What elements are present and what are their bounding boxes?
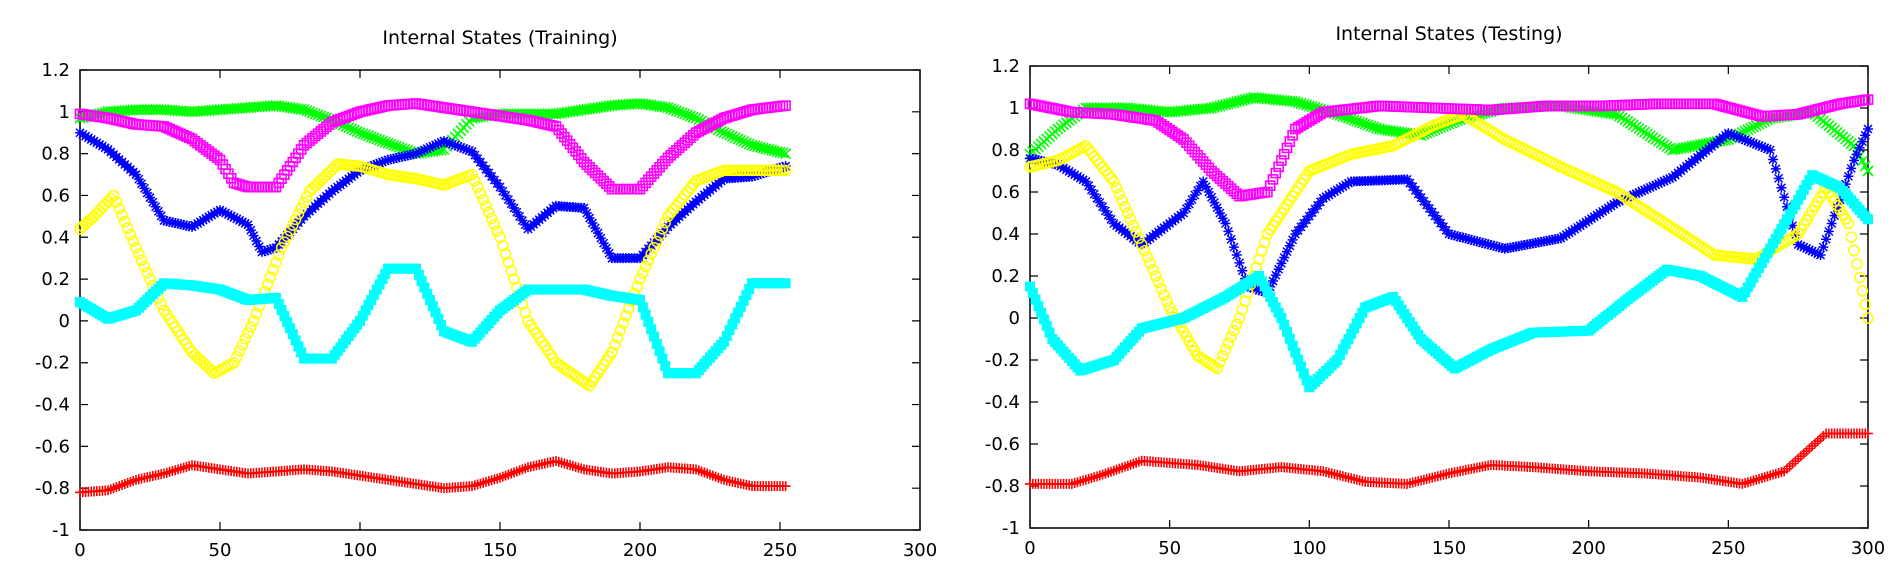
x-tick-label: 0 — [1024, 538, 1035, 559]
y-tick-label: 0 — [59, 311, 70, 332]
series-5 — [1024, 94, 1874, 202]
y-tick-label: 1.2 — [991, 56, 1020, 77]
y-tick-label: 0.6 — [41, 185, 70, 206]
x-tick-label: 300 — [903, 540, 937, 561]
x-tick-label: 250 — [763, 540, 797, 561]
x-tick-label: 200 — [1571, 538, 1605, 559]
chart-testing-svg: Internal States (Testing) 0 50 100 150 200 25… — [985, 23, 1885, 559]
y-tick-label: 0.4 — [41, 227, 70, 248]
series-2 — [75, 127, 791, 264]
x-tick-label: 100 — [343, 540, 377, 561]
y-tick-label: 0.2 — [41, 269, 70, 290]
series-1 — [1024, 91, 1874, 177]
x-tick-label: 250 — [1711, 538, 1745, 559]
y-tick-label: 1 — [1009, 98, 1020, 119]
chart-testing: Internal States (Testing) 0 50 100 150 200 25… — [950, 0, 1900, 570]
y-tick-label: -1 — [1002, 518, 1020, 539]
chart-title: Internal States (Training) — [382, 27, 617, 49]
x-tick-label: 150 — [483, 540, 517, 561]
y-tick-label: -0.2 — [985, 350, 1020, 371]
x-tick-label: 200 — [623, 540, 657, 561]
x-tick-label: 0 — [74, 540, 85, 561]
series-0 — [75, 456, 791, 498]
y-tick-label: 0.4 — [991, 224, 1020, 245]
y-tick-label: -0.8 — [985, 476, 1020, 497]
y-tick-label: 1 — [59, 102, 70, 123]
chart-training-svg: Internal States (Training) 0 50 100 150 200 2… — [35, 27, 937, 561]
y-tick-label: -0.4 — [985, 392, 1020, 413]
x-tick-label: 50 — [1158, 538, 1181, 559]
y-tick-label: -0.6 — [35, 436, 70, 457]
y-tick-label: 0.8 — [41, 144, 70, 165]
y-tick-label: 0.2 — [991, 266, 1020, 287]
y-tick-label: 0.8 — [991, 140, 1020, 161]
y-tick-label: 0 — [1009, 308, 1020, 329]
plot-frame — [79, 69, 921, 531]
y-tick-label: 0.6 — [991, 182, 1020, 203]
series-2 — [1025, 124, 1873, 298]
series-0 — [1025, 428, 1873, 489]
y-tick-label: -0.6 — [985, 434, 1020, 455]
series-4 — [1025, 170, 1873, 393]
chart-training: Internal States (Training) 0 50 100 150 200 2… — [35, 27, 937, 561]
x-tick-label: 100 — [1292, 538, 1326, 559]
series-3 — [1024, 108, 1874, 375]
x-tick-label: 150 — [1432, 538, 1466, 559]
y-tick-label: -0.8 — [35, 478, 70, 499]
chart-title: Internal States (Testing) — [1335, 23, 1562, 45]
y-tick-label: 1.2 — [41, 60, 70, 81]
x-tick-label: 50 — [209, 540, 232, 561]
y-tick-label: -0.2 — [35, 353, 70, 374]
series-5 — [74, 98, 791, 195]
y-tick-label: -1 — [52, 520, 70, 541]
series-3 — [74, 158, 792, 392]
x-tick-label: 300 — [1851, 538, 1885, 559]
y-tick-label: -0.4 — [35, 395, 70, 416]
series-4 — [75, 263, 791, 379]
